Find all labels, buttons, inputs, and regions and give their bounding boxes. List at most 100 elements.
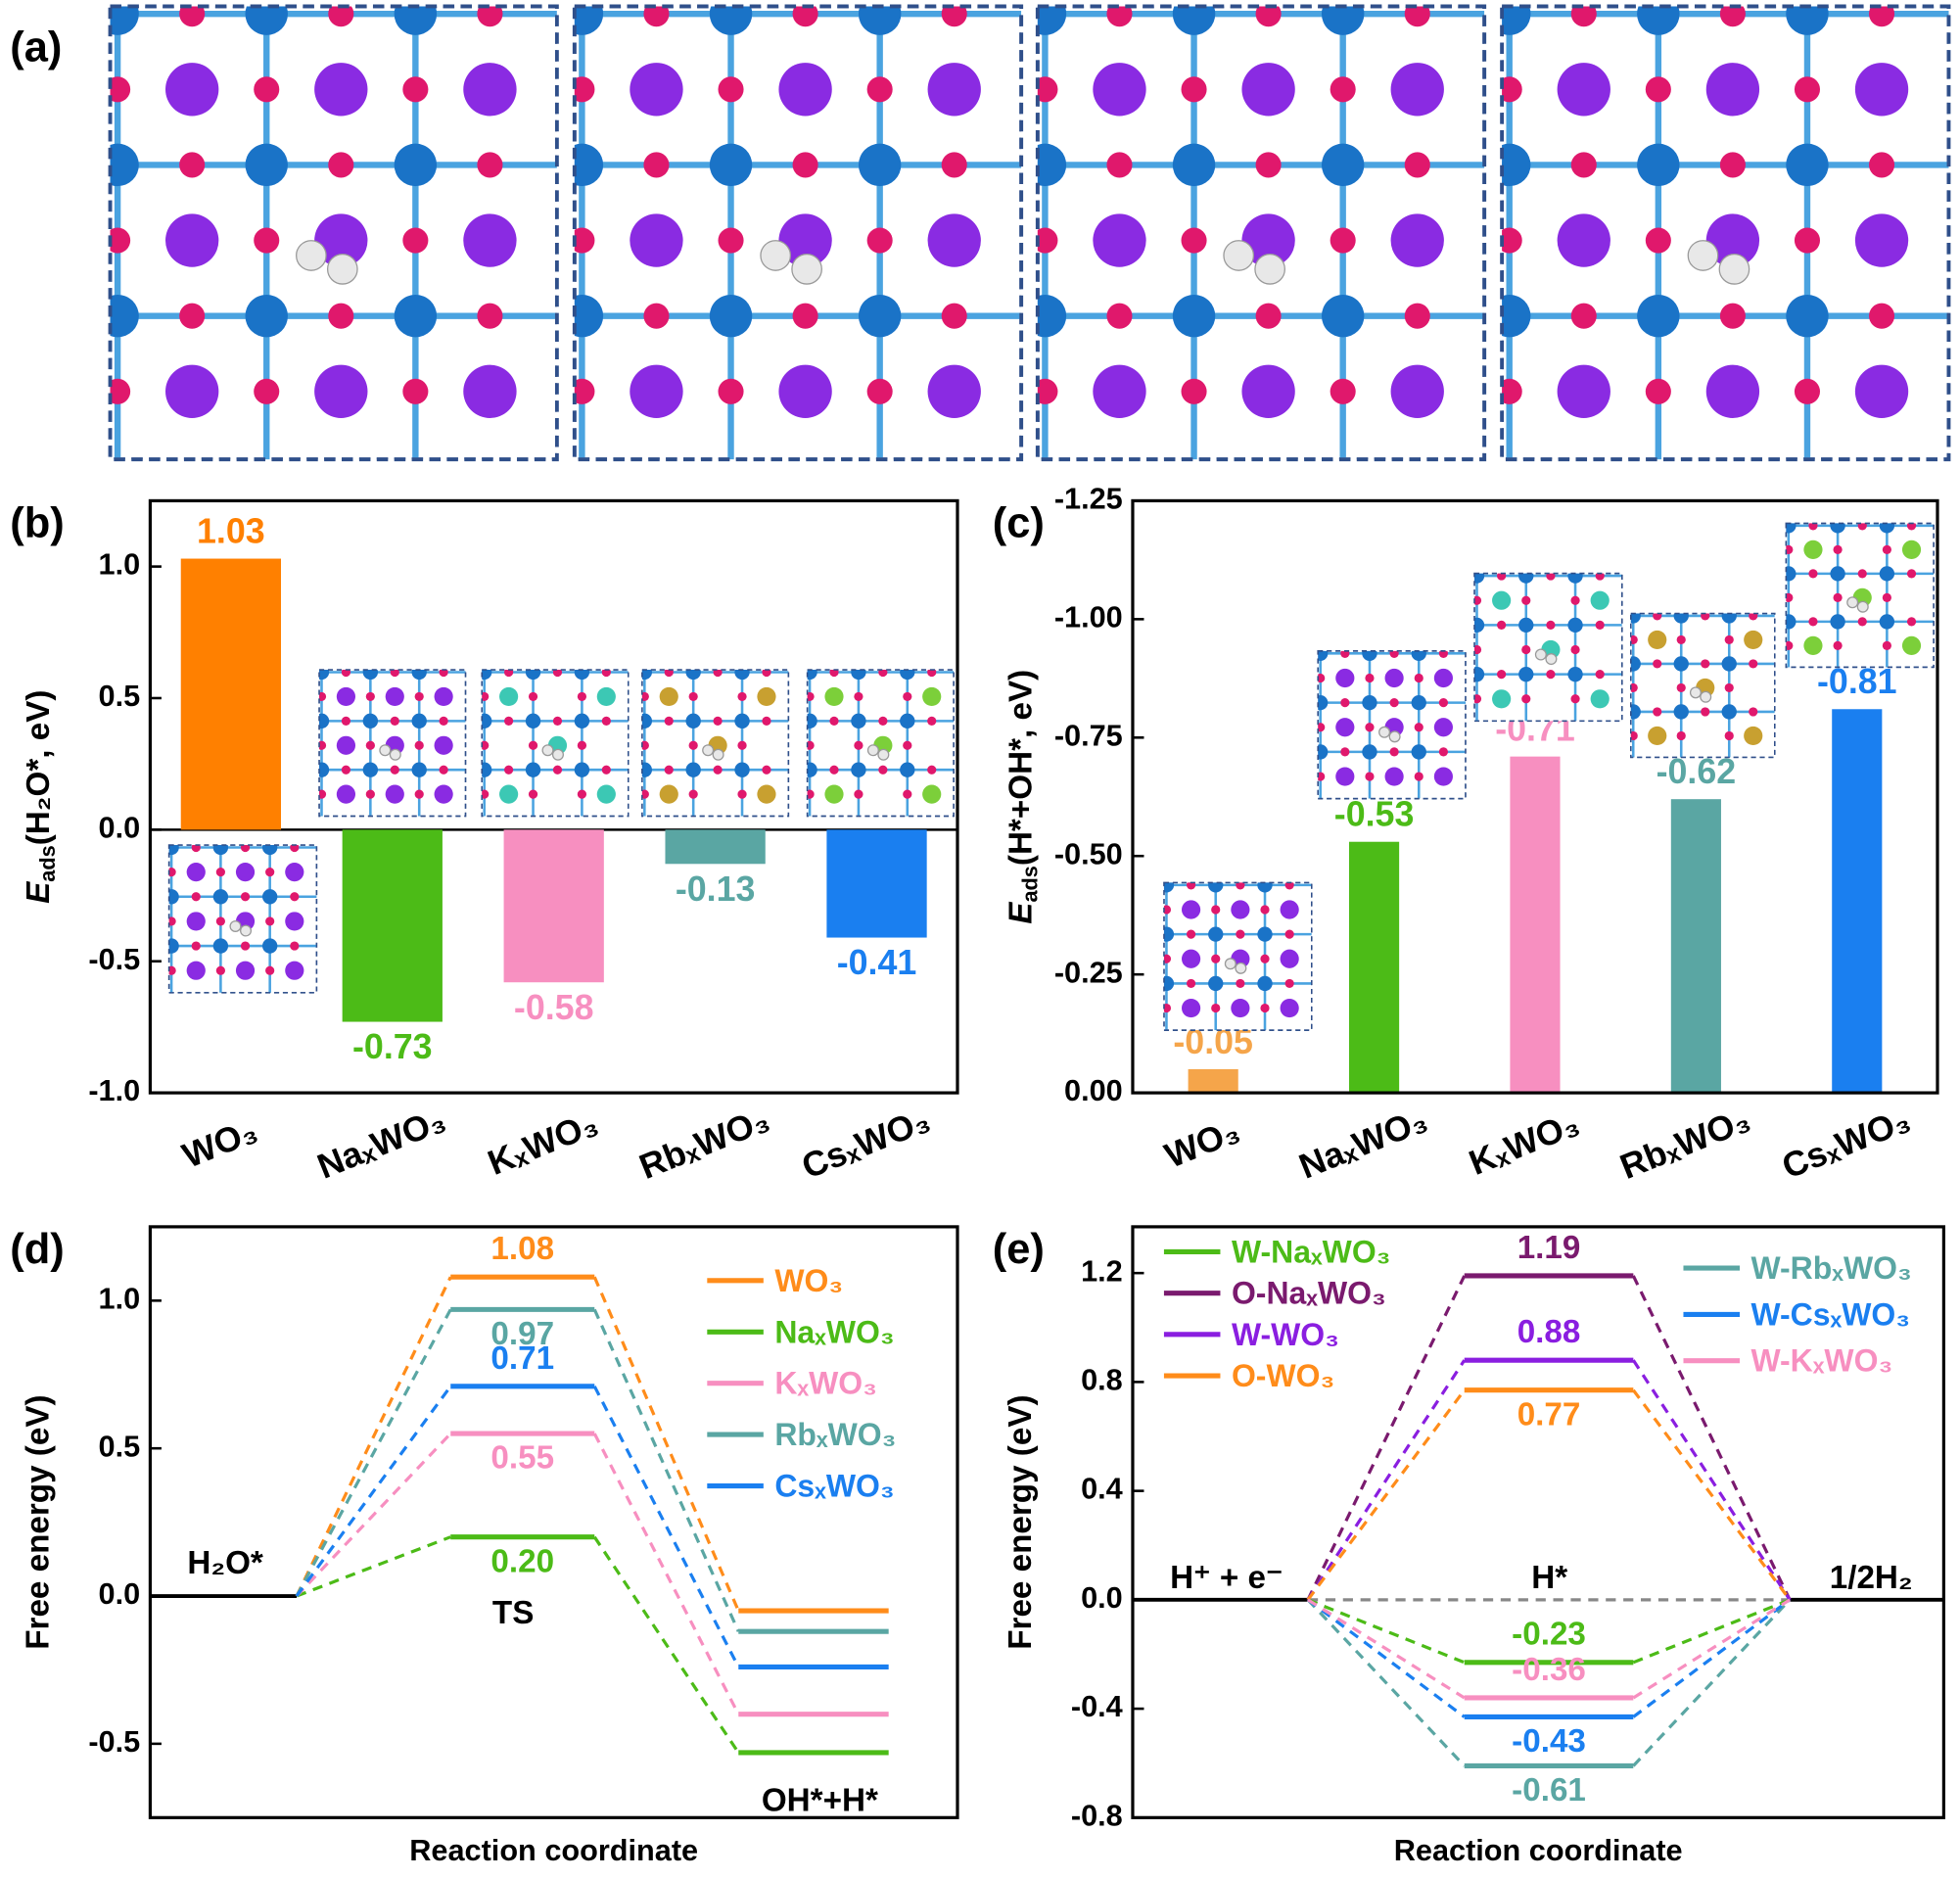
atom: [1705, 364, 1760, 418]
atom: [463, 63, 517, 117]
atom: [762, 670, 771, 678]
atom: [1701, 707, 1710, 717]
structure-image: [1502, 6, 1949, 460]
atom: [1570, 6, 1597, 27]
atom: [762, 765, 771, 775]
atom: [685, 713, 701, 729]
atom: [866, 227, 893, 254]
structure-border: [481, 669, 630, 818]
atom: [1433, 668, 1453, 688]
atom: [1557, 213, 1610, 267]
atom: [290, 892, 300, 902]
atom: [688, 789, 698, 799]
atom: [1163, 1003, 1172, 1013]
atom: [1879, 523, 1895, 534]
atom: [807, 691, 815, 702]
atom: [1255, 6, 1282, 27]
atom: [1318, 772, 1326, 781]
atom: [866, 744, 879, 757]
y-tick-label: -0.8: [1071, 1798, 1123, 1832]
atom: [927, 364, 981, 418]
bar: [1832, 709, 1883, 1094]
atom: [1181, 900, 1201, 919]
atom: [318, 670, 330, 681]
y-tick-label: 0.4: [1081, 1472, 1123, 1506]
legend-label: WO₃: [774, 1263, 843, 1298]
atom: [1803, 635, 1823, 655]
atom: [265, 965, 275, 975]
atom: [326, 254, 358, 285]
atom: [463, 213, 517, 267]
value-label: -0.36: [1512, 1652, 1586, 1688]
atom: [1236, 978, 1245, 989]
structure-border: [108, 4, 559, 462]
bar: [826, 829, 927, 938]
atom: [1718, 254, 1750, 285]
legend-label: O-WO₃: [1232, 1358, 1334, 1393]
atom: [927, 670, 937, 678]
y-tick-label: -0.4: [1071, 1689, 1123, 1723]
state-label: 1/2H₂: [1830, 1560, 1913, 1596]
atom: [858, 294, 902, 338]
atom: [265, 868, 275, 877]
atom: [1362, 744, 1377, 760]
atom: [110, 6, 139, 35]
connector: [1631, 1359, 1792, 1601]
atom: [1438, 698, 1448, 708]
atom: [709, 294, 753, 338]
value-label: -0.23: [1512, 1617, 1586, 1653]
atom: [1236, 929, 1245, 939]
atom: [1830, 523, 1845, 534]
atom: [235, 961, 256, 980]
y-tick-label: 0.8: [1081, 1363, 1123, 1397]
atom: [1653, 707, 1662, 717]
atom: [552, 670, 563, 678]
atom: [1340, 698, 1350, 708]
atom: [712, 748, 724, 761]
atom: [1719, 303, 1746, 329]
atom: [1724, 634, 1734, 645]
atom: [737, 691, 747, 702]
plot-frame: [148, 498, 959, 1095]
value-label: -0.43: [1512, 1723, 1586, 1760]
atom: [1321, 6, 1365, 35]
atom: [1260, 1003, 1270, 1013]
atom: [265, 916, 275, 926]
atom: [1570, 644, 1580, 655]
atom: [1172, 143, 1216, 187]
atom: [212, 938, 229, 954]
atom: [110, 76, 131, 103]
atom: [734, 670, 750, 681]
plot-frame: [1131, 498, 1939, 1095]
atom: [314, 364, 368, 418]
atom: [212, 889, 229, 905]
value-label: 0.97: [490, 1316, 554, 1352]
atom: [778, 213, 832, 267]
atom: [664, 716, 674, 726]
bar: [1510, 756, 1561, 1094]
atom: [903, 789, 912, 799]
atom: [1653, 613, 1662, 621]
atom: [1705, 63, 1760, 117]
atom: [1502, 378, 1522, 404]
legend-label: W-NaₓWO₃: [1232, 1234, 1391, 1269]
connector: [1632, 1388, 1792, 1601]
atom: [1473, 666, 1485, 682]
atom: [1208, 882, 1224, 893]
atom: [1570, 595, 1580, 605]
atom: [1390, 213, 1444, 267]
atom: [877, 748, 890, 761]
atom: [1473, 617, 1485, 634]
atom: [1254, 254, 1285, 285]
atom: [1648, 630, 1667, 650]
atom: [1637, 143, 1680, 187]
connector: [295, 1308, 452, 1597]
atom: [596, 686, 616, 707]
atom: [1093, 364, 1146, 418]
atom: [168, 916, 176, 926]
connector: [1632, 1598, 1792, 1718]
structure-border: [641, 669, 790, 818]
connector: [1306, 1598, 1466, 1767]
atom: [1236, 882, 1245, 890]
atom: [1340, 747, 1350, 757]
